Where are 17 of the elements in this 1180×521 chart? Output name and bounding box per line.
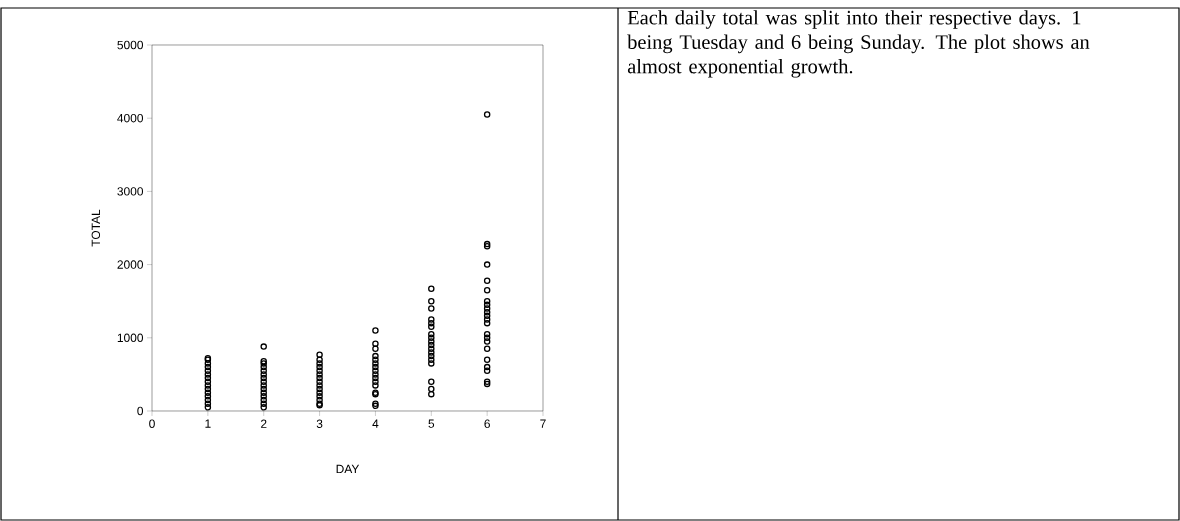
y-tick-label: 4000: [117, 113, 144, 123]
y-tick-label: 5000: [117, 40, 144, 50]
x-tick-label: 3: [316, 419, 323, 428]
x-axis-title: DAY: [336, 464, 360, 474]
y-tick-label: 0: [137, 406, 144, 416]
x-tick-label: 2: [260, 419, 267, 428]
y-tick-label: 1000: [117, 333, 144, 343]
text: Each daily total was split into their respective days. 1 being Tuesday and 6 being Sunday. The plot shows an almost exponential growth.: [627, 10, 1090, 78]
x-tick-label: 4: [372, 419, 379, 428]
y-tick-label: 2000: [117, 260, 144, 269]
y-tick-label: 3000: [117, 187, 144, 196]
x-tick-label: 0: [149, 419, 155, 428]
y-axis-title: TOTAL: [91, 209, 101, 247]
x-tick-label: 1: [205, 419, 211, 428]
x-tick-label: 7: [540, 419, 546, 428]
x-tick-label: 5: [428, 419, 435, 428]
x-tick-label: 6: [484, 419, 490, 428]
